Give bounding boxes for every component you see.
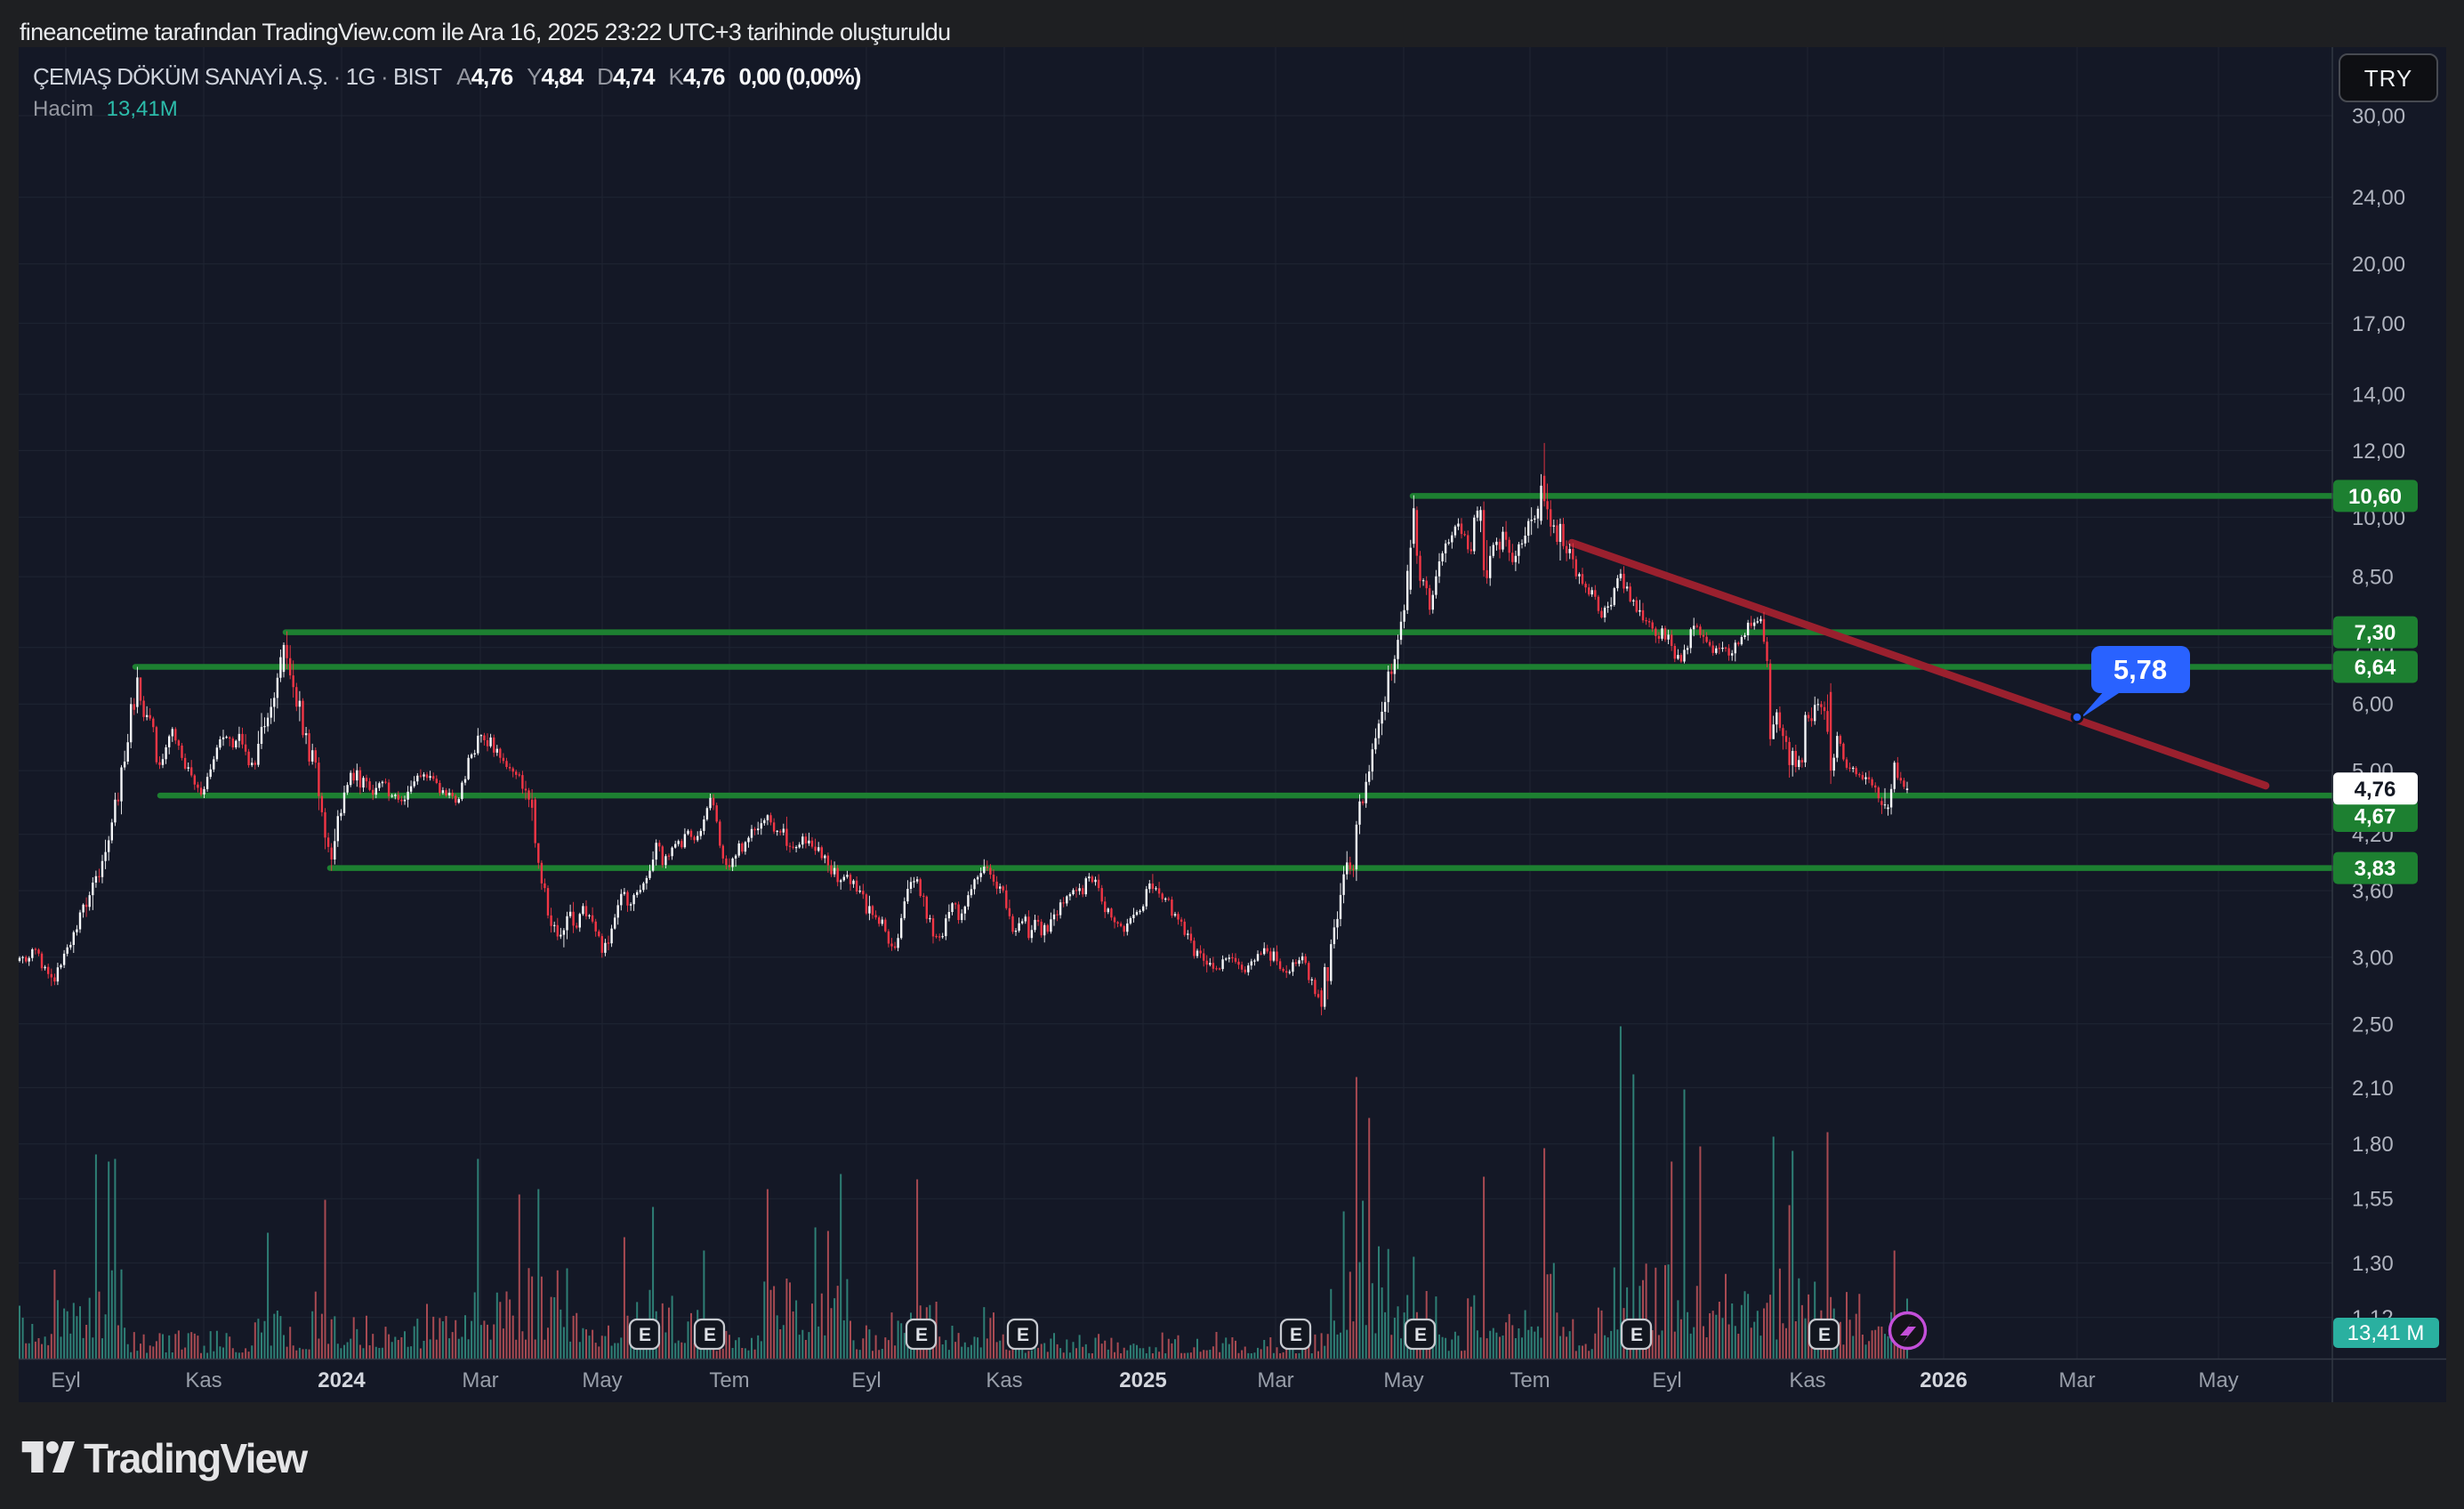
svg-text:7,30: 7,30 [2355, 621, 2396, 645]
svg-text:TRY: TRY [2364, 65, 2413, 92]
svg-text:12,00: 12,00 [2352, 440, 2405, 464]
svg-text:2025: 2025 [1119, 1368, 1166, 1392]
svg-text:E: E [915, 1325, 928, 1345]
svg-text:May: May [582, 1368, 622, 1392]
svg-text:30,00: 30,00 [2352, 105, 2405, 129]
svg-text:3,83: 3,83 [2355, 857, 2396, 881]
svg-text:Mar: Mar [1257, 1368, 1293, 1392]
svg-text:Tem: Tem [709, 1368, 749, 1392]
svg-text:4,76: 4,76 [2355, 778, 2396, 802]
svg-text:1,55: 1,55 [2352, 1188, 2394, 1212]
svg-text:Kas: Kas [1789, 1368, 1825, 1392]
svg-text:14,00: 14,00 [2352, 383, 2405, 408]
svg-text:Tem: Tem [1510, 1368, 1550, 1392]
svg-text:fineancetime tarafından Tradin: fineancetime tarafından TradingView.com … [20, 19, 950, 45]
svg-text:4,67: 4,67 [2355, 805, 2396, 829]
svg-text:E: E [639, 1325, 651, 1345]
svg-text:20,00: 20,00 [2352, 253, 2405, 277]
svg-text:Eyl: Eyl [851, 1368, 881, 1392]
svg-text:E: E [1631, 1325, 1643, 1345]
svg-text:E: E [1290, 1325, 1302, 1345]
svg-text:Eyl: Eyl [51, 1368, 80, 1392]
svg-text:May: May [2198, 1368, 2238, 1392]
svg-text:8,50: 8,50 [2352, 566, 2394, 590]
svg-text:Mar: Mar [462, 1368, 498, 1392]
svg-text:May: May [1383, 1368, 1423, 1392]
svg-text:2024: 2024 [318, 1368, 366, 1392]
svg-text:Kas: Kas [986, 1368, 1022, 1392]
svg-text:Mar: Mar [2058, 1368, 2095, 1392]
svg-text:24,00: 24,00 [2352, 186, 2405, 210]
svg-text:6,00: 6,00 [2352, 693, 2394, 717]
svg-text:Eyl: Eyl [1652, 1368, 1681, 1392]
svg-text:E: E [1017, 1325, 1029, 1345]
svg-text:6,64: 6,64 [2355, 656, 2396, 680]
svg-text:E: E [704, 1325, 716, 1345]
svg-text:2,50: 2,50 [2352, 1013, 2394, 1037]
svg-text:1,30: 1,30 [2352, 1252, 2394, 1276]
svg-text:2026: 2026 [1920, 1368, 1967, 1392]
svg-text:3,00: 3,00 [2352, 946, 2394, 970]
svg-text:TradingView: TradingView [84, 1435, 308, 1481]
svg-text:2,10: 2,10 [2352, 1077, 2394, 1101]
svg-text:13,41 M: 13,41 M [2347, 1321, 2425, 1345]
svg-text:17,00: 17,00 [2352, 312, 2405, 336]
svg-text:Kas: Kas [185, 1368, 221, 1392]
svg-text:1,80: 1,80 [2352, 1133, 2394, 1157]
svg-text:E: E [1414, 1325, 1427, 1345]
svg-text:10,60: 10,60 [2348, 485, 2402, 509]
svg-text:5,78: 5,78 [2114, 654, 2167, 685]
svg-text:E: E [1818, 1325, 1831, 1345]
